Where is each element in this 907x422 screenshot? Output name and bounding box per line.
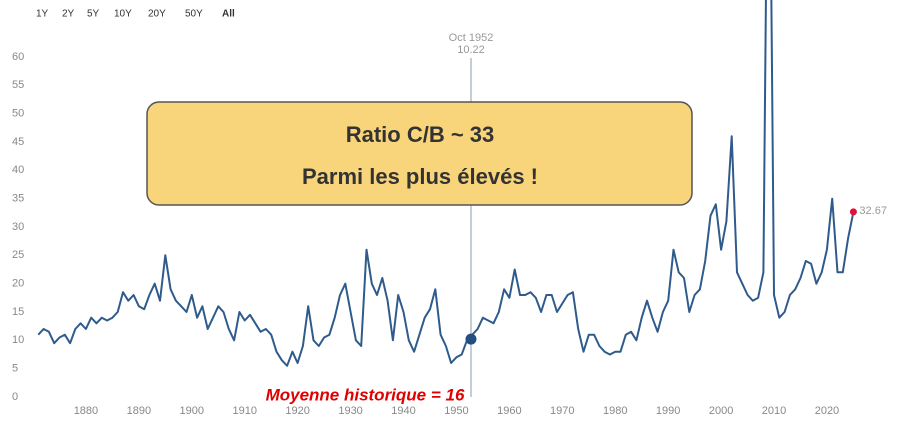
last-point [849,208,857,216]
range-button[interactable]: 50Y [185,9,203,20]
annotation-text: Ratio C/B ~ 33 [346,122,495,147]
y-tick-label: 0 [12,391,18,403]
x-tick-label: 1960 [497,405,521,417]
x-tick-label: 1890 [127,405,151,417]
range-selector: 1Y 2Y 5Y 10Y 20Y 50Y All [36,9,235,20]
y-tick-label: 35 [12,193,24,205]
range-button[interactable]: 1Y [36,9,49,20]
x-tick-label: 1910 [232,405,256,417]
y-tick-label: 55 [12,79,24,91]
y-tick-label: 25 [12,249,24,261]
x-tick-label: 1930 [338,405,362,417]
range-button[interactable]: 20Y [148,9,166,20]
tooltip-value: 10.22 [457,44,485,56]
axes: 0 5 10 15 20 25 30 35 40 45 50 55 60 1880 1890 1900 1910… [12,51,839,417]
x-tick-label: 1940 [391,405,415,417]
y-tick-label: 30 [12,221,24,233]
y-tick-label: 10 [12,334,24,346]
y-tick-label: 60 [12,51,24,63]
y-tick-label: 20 [12,278,24,290]
range-button[interactable]: 5Y [87,9,100,20]
tooltip-date: Oct 1952 [449,32,494,44]
range-button[interactable]: All [222,9,235,20]
x-tick-label: 1880 [74,405,98,417]
range-button[interactable]: 10Y [114,9,132,20]
x-tick-label: 1920 [285,405,309,417]
y-tick-label: 40 [12,164,24,176]
annotation-box [146,101,693,206]
series-line [37,0,855,367]
x-tick-label: 1900 [180,405,204,417]
y-tick-label: 15 [12,306,24,318]
x-tick-label: 1970 [550,405,574,417]
y-tick-label: 5 [12,363,18,375]
y-tick-label: 45 [12,136,24,148]
x-tick-label: 1990 [656,405,680,417]
range-button[interactable]: 2Y [62,9,75,20]
y-tick-label: 50 [12,108,24,120]
x-tick-label: 1950 [444,405,468,417]
annotation-text: Parmi les plus élevés ! [302,164,538,189]
tooltip-point [465,333,477,345]
overlay: Ratio C/B ~ 33 Parmi les plus élevés ! M… [146,32,887,404]
x-tick-label: 2020 [815,405,839,417]
x-tick-label: 1980 [603,405,627,417]
x-tick-label: 2000 [709,405,733,417]
last-value-label: 32.67 [859,205,887,217]
note: Moyenne historique = 16 [266,385,465,404]
x-tick-label: 2010 [762,405,786,417]
